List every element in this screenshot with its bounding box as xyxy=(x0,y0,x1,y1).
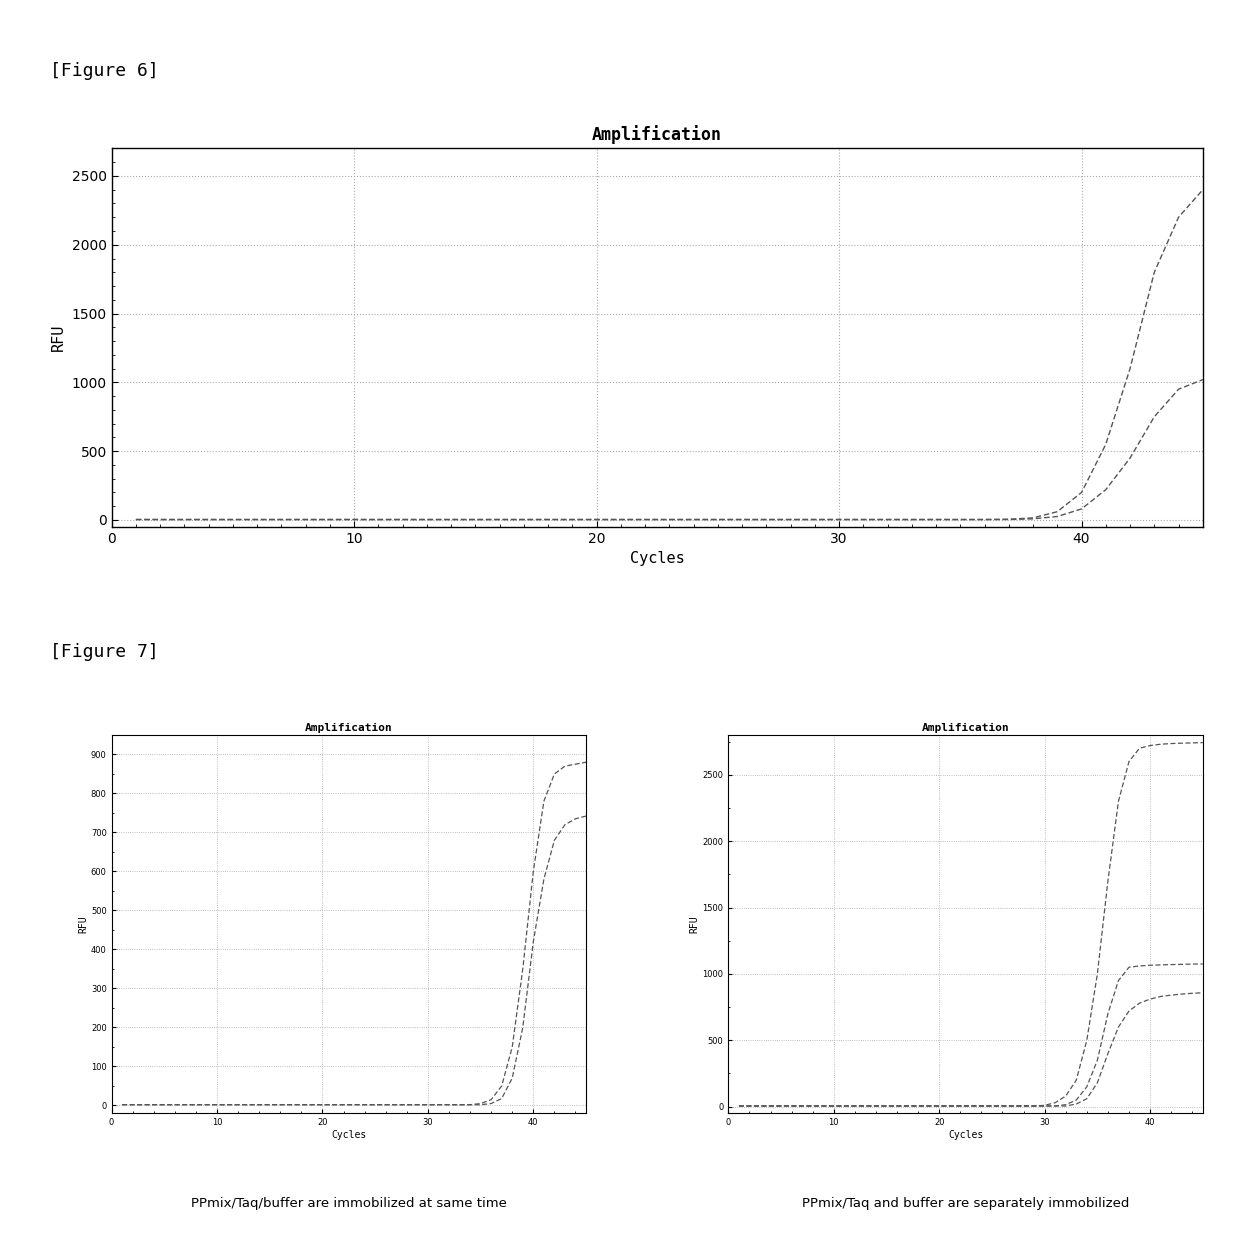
Text: PPmix/Taq and buffer are separately immobilized: PPmix/Taq and buffer are separately immo… xyxy=(802,1196,1130,1210)
Title: Amplification: Amplification xyxy=(305,722,393,732)
Text: [Figure 7]: [Figure 7] xyxy=(50,643,159,662)
X-axis label: Cycles: Cycles xyxy=(331,1129,367,1141)
Title: Amplification: Amplification xyxy=(921,722,1009,732)
Y-axis label: RFU: RFU xyxy=(51,324,66,351)
Text: PPmix/Taq/buffer are immobilized at same time: PPmix/Taq/buffer are immobilized at same… xyxy=(191,1196,507,1210)
X-axis label: Cycles: Cycles xyxy=(947,1129,983,1141)
Text: [Figure 6]: [Figure 6] xyxy=(50,62,159,80)
X-axis label: Cycles: Cycles xyxy=(630,552,684,567)
Y-axis label: RFU: RFU xyxy=(689,915,699,933)
Title: Amplification: Amplification xyxy=(593,125,722,143)
Y-axis label: RFU: RFU xyxy=(78,915,88,933)
